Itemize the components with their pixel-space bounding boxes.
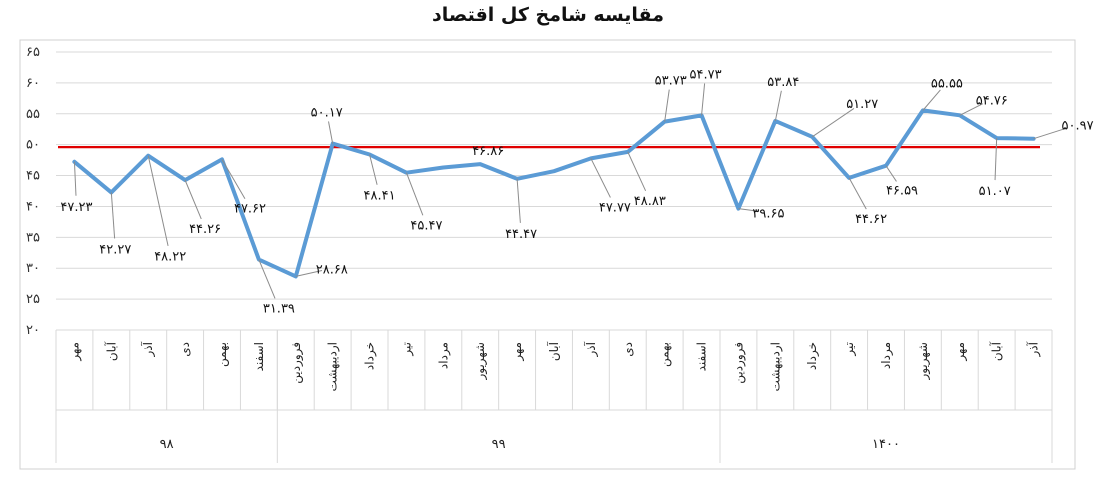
- x-category-label: بهمن: [215, 342, 230, 367]
- y-tick-label: ۳۰: [26, 261, 40, 276]
- data-label-leader: [590, 158, 611, 198]
- series-line: [72, 108, 1036, 279]
- x-category-label: مهر: [67, 342, 82, 362]
- x-category-label: مرداد: [879, 342, 894, 369]
- data-label-leader: [295, 270, 323, 277]
- data-label: ۵۳.۸۴: [767, 75, 799, 90]
- x-category-label: مهر: [510, 342, 525, 362]
- x-category-label: شهریور: [473, 342, 488, 381]
- data-label: ۵۴.۷۶: [976, 93, 1008, 108]
- data-label: ۵۱.۰۷: [979, 184, 1011, 199]
- data-label-leader: [516, 178, 521, 223]
- data-label: ۳۱.۳۹: [263, 302, 295, 317]
- x-category-label: شهریور: [916, 342, 931, 381]
- data-label: ۴۴.۲۶: [189, 222, 221, 237]
- x-category-label: اردیبهشت: [768, 342, 783, 391]
- data-label: ۴۸.۲۲: [154, 250, 186, 265]
- data-label-leader: [221, 159, 246, 199]
- y-tick-label: ۵۵: [26, 107, 40, 122]
- chart-title: مقایسه شامخ کل اقتصاد: [431, 4, 664, 26]
- x-category-label: مرداد: [436, 342, 451, 369]
- data-label-leader: [627, 151, 647, 192]
- data-label-leader: [994, 138, 998, 181]
- data-label-leader: [664, 89, 670, 122]
- x-category-label: آبان: [103, 341, 118, 361]
- data-label: ۴۷.۲۳: [60, 200, 92, 215]
- data-label-leader: [922, 89, 941, 111]
- x-category-label: خرداد: [363, 342, 378, 370]
- data-label: ۵۰.۱۷: [311, 106, 343, 121]
- data-label-leader: [738, 208, 759, 212]
- data-label: ۲۸.۶۸: [316, 262, 348, 277]
- data-label-leader: [1033, 127, 1069, 140]
- y-tick-label: ۳۵: [26, 230, 40, 245]
- x-category-label: فروردین: [731, 342, 746, 384]
- data-label-leader: [405, 172, 424, 216]
- data-label-leader: [328, 121, 334, 144]
- x-category-label: فروردین: [289, 342, 304, 384]
- data-label: ۵۵.۵۵: [931, 76, 963, 91]
- y-tick-label: ۴۰: [26, 199, 40, 214]
- data-label: ۴۴.۴۷: [505, 227, 537, 242]
- x-category-label: آبان: [546, 341, 561, 361]
- data-label: ۵۴.۷۳: [690, 67, 722, 82]
- data-label: ۴۲.۲۷: [99, 242, 131, 257]
- y-tick-label: ۶۰: [26, 76, 40, 91]
- x-category-label: دی: [621, 342, 635, 357]
- data-label: ۴۵.۴۷: [410, 219, 442, 234]
- y-tick-label: ۲۵: [26, 292, 40, 307]
- data-label-leader: [147, 155, 169, 247]
- data-label: ۴۸.۸۳: [634, 194, 666, 209]
- data-label-leader: [811, 108, 855, 138]
- data-label: ۵۳.۷۳: [655, 74, 687, 89]
- x-category-label: تیر: [399, 342, 414, 357]
- x-group-label: ۹۹: [492, 437, 506, 452]
- x-category-label: آذر: [140, 341, 156, 357]
- data-label-leader: [885, 165, 897, 182]
- x-category-label: آذر: [1026, 341, 1042, 357]
- data-label: ۴۷.۷۷: [599, 200, 631, 215]
- y-tick-label: ۵۰: [26, 138, 40, 153]
- data-label-leader: [701, 83, 706, 116]
- x-category-label: اسفند: [252, 342, 266, 371]
- data-label-leader: [774, 90, 782, 122]
- x-group-label: ۱۴۰۰: [872, 437, 900, 452]
- y-tick-label: ۴۵: [26, 169, 40, 184]
- data-label-leader: [369, 154, 378, 185]
- y-tick-label: ۶۵: [26, 45, 40, 60]
- x-category-label: دی: [178, 342, 192, 357]
- x-category-label: تیر: [842, 342, 857, 357]
- chart-frame: [19, 39, 1076, 470]
- x-category-label: اردیبهشت: [326, 342, 341, 391]
- x-category-label: آذر: [583, 341, 599, 357]
- data-label: ۴۸.۴۱: [364, 188, 396, 203]
- data-label-leader: [848, 177, 867, 210]
- x-category-label: بهمن: [658, 342, 673, 367]
- data-label: ۴۶.۵۹: [886, 184, 918, 199]
- data-label-leader: [110, 192, 116, 239]
- data-label-leader: [184, 179, 202, 220]
- y-tick-label: ۲۰: [26, 323, 40, 338]
- data-label: ۴۶.۸۶: [472, 144, 504, 159]
- data-label-leader: [258, 259, 276, 299]
- x-category-label: اسفند: [695, 342, 709, 371]
- x-category-label: آبان: [989, 341, 1004, 361]
- x-category-label: مهر: [953, 342, 968, 362]
- data-label-leader: [959, 103, 984, 116]
- x-category-label: خرداد: [805, 342, 820, 370]
- data-label: ۴۷.۶۲: [234, 201, 266, 216]
- data-label: ۳۹.۶۵: [752, 207, 784, 222]
- data-label: ۵۱.۲۷: [846, 97, 878, 112]
- data-label-leader: [73, 161, 77, 196]
- data-label: ۴۴.۶۲: [855, 212, 887, 227]
- data-label: ۵۰.۹۷: [1062, 119, 1094, 134]
- x-group-label: ۹۸: [160, 437, 174, 452]
